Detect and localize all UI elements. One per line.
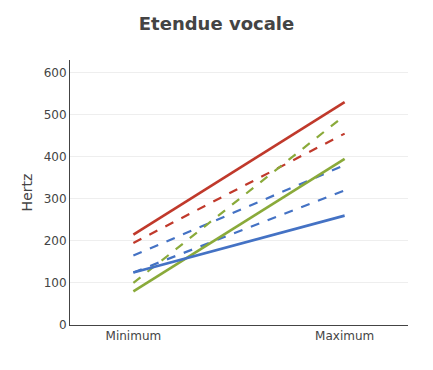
svg-text:100: 100	[44, 276, 67, 290]
svg-text:500: 500	[44, 108, 67, 122]
svg-text:Maximum: Maximum	[315, 329, 374, 343]
svg-text:Etendue vocale: Etendue vocale	[139, 13, 294, 34]
svg-text:400: 400	[44, 150, 67, 164]
svg-text:200: 200	[44, 234, 67, 248]
svg-text:Minimum: Minimum	[106, 329, 162, 343]
svg-text:600: 600	[44, 66, 67, 80]
svg-text:Hertz: Hertz	[19, 174, 35, 212]
svg-text:0: 0	[59, 318, 67, 332]
svg-text:300: 300	[44, 192, 67, 206]
